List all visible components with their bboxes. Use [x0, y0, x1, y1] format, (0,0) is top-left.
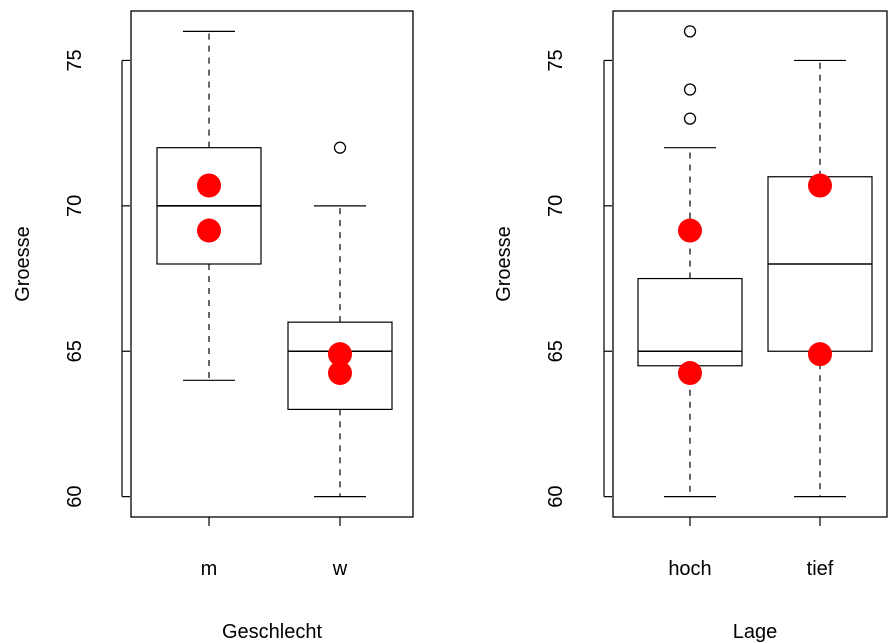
outlier-point: [683, 25, 697, 38]
x-axis-label: Geschlecht: [222, 621, 322, 643]
plot-frame: [130, 10, 414, 518]
mean-point: [328, 361, 352, 386]
y-tick-label: 75: [545, 49, 567, 71]
y-tick-label: 60: [64, 486, 86, 508]
x-tick-label: tief: [807, 558, 834, 580]
outlier-point: [683, 83, 697, 96]
y-tick-label: 70: [64, 195, 86, 217]
boxes: [637, 25, 873, 498]
box-m: [156, 30, 262, 381]
mean-point: [678, 361, 702, 386]
mean-points: [678, 173, 832, 386]
y-axis: 60 65 70 75: [64, 49, 130, 508]
mean-point: [678, 218, 702, 243]
x-axis: hoch tief: [668, 517, 834, 580]
mean-point: [197, 218, 221, 243]
y-tick-label: 60: [545, 486, 567, 508]
mean-point: [197, 173, 221, 198]
box-hoch: [637, 25, 743, 498]
y-axis-label: Groesse: [12, 226, 34, 302]
box-tief: [767, 59, 873, 498]
mean-point: [808, 342, 832, 367]
x-tick-label: w: [332, 558, 348, 580]
outlier-point: [333, 141, 347, 154]
y-tick-label: 75: [64, 49, 86, 71]
x-axis-label: Lage: [733, 621, 778, 643]
y-tick-label: 70: [545, 195, 567, 217]
y-tick-label: 65: [545, 340, 567, 362]
outlier-point: [683, 112, 697, 125]
y-tick-label: 65: [64, 340, 86, 362]
mean-point: [808, 173, 832, 198]
x-tick-label: hoch: [668, 558, 711, 580]
box-iqr: [637, 277, 743, 367]
y-axis-label: Groesse: [493, 226, 515, 302]
plot-frame: [612, 10, 888, 518]
boxes: [156, 30, 393, 498]
panel-lage: 60 65 70 75 hoch tief Lage Groesse: [493, 10, 888, 643]
mean-point: [328, 342, 352, 367]
y-axis: 60 65 70 75: [545, 49, 612, 508]
mean-points: [197, 173, 352, 386]
x-tick-label: m: [201, 558, 218, 580]
